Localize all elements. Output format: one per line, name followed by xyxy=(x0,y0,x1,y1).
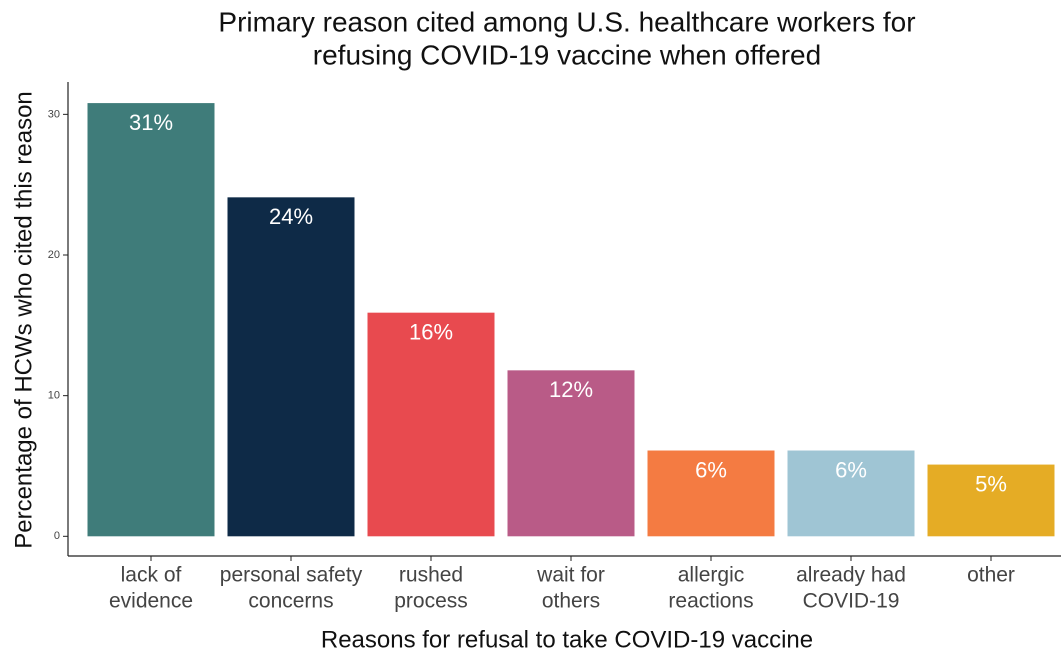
x-tick-label: already had xyxy=(796,564,906,587)
x-tick-label: concerns xyxy=(248,590,333,613)
y-axis-label: Percentage of HCWs who cited this reason xyxy=(10,91,37,549)
bar xyxy=(927,464,1055,537)
value-label: 24% xyxy=(269,204,313,229)
x-tick-label: lack of xyxy=(121,564,182,587)
bar xyxy=(367,312,495,537)
value-label: 12% xyxy=(549,377,593,402)
chart-title: Primary reason cited among U.S. healthca… xyxy=(218,6,915,37)
bar xyxy=(507,370,635,537)
x-tick-label: personal safety xyxy=(220,564,363,587)
value-label: 31% xyxy=(129,110,173,135)
y-tick-label: 10 xyxy=(48,390,60,402)
x-tick-label: process xyxy=(394,590,468,613)
x-tick-label: other xyxy=(967,564,1015,587)
value-label: 5% xyxy=(975,471,1007,496)
y-tick-label: 30 xyxy=(48,108,60,120)
chart-title: refusing COVID-19 vaccine when offered xyxy=(313,39,821,70)
bar xyxy=(227,197,355,537)
value-label: 16% xyxy=(409,319,453,344)
x-tick-label: allergic xyxy=(678,564,745,587)
bar xyxy=(787,450,915,537)
x-tick-label: reactions xyxy=(668,590,753,613)
x-tick-label: wait for xyxy=(536,564,605,587)
bar xyxy=(647,450,775,537)
x-tick-label: others xyxy=(542,590,600,613)
y-tick-label: 0 xyxy=(54,530,60,542)
bar xyxy=(87,103,215,537)
x-tick-label: COVID-19 xyxy=(803,590,900,613)
x-tick-label: rushed xyxy=(399,564,463,587)
y-tick-label: 20 xyxy=(48,249,60,261)
x-axis-label: Reasons for refusal to take COVID-19 vac… xyxy=(321,626,813,652)
value-label: 6% xyxy=(835,457,867,482)
x-tick-label: evidence xyxy=(109,590,193,613)
value-label: 6% xyxy=(695,457,727,482)
